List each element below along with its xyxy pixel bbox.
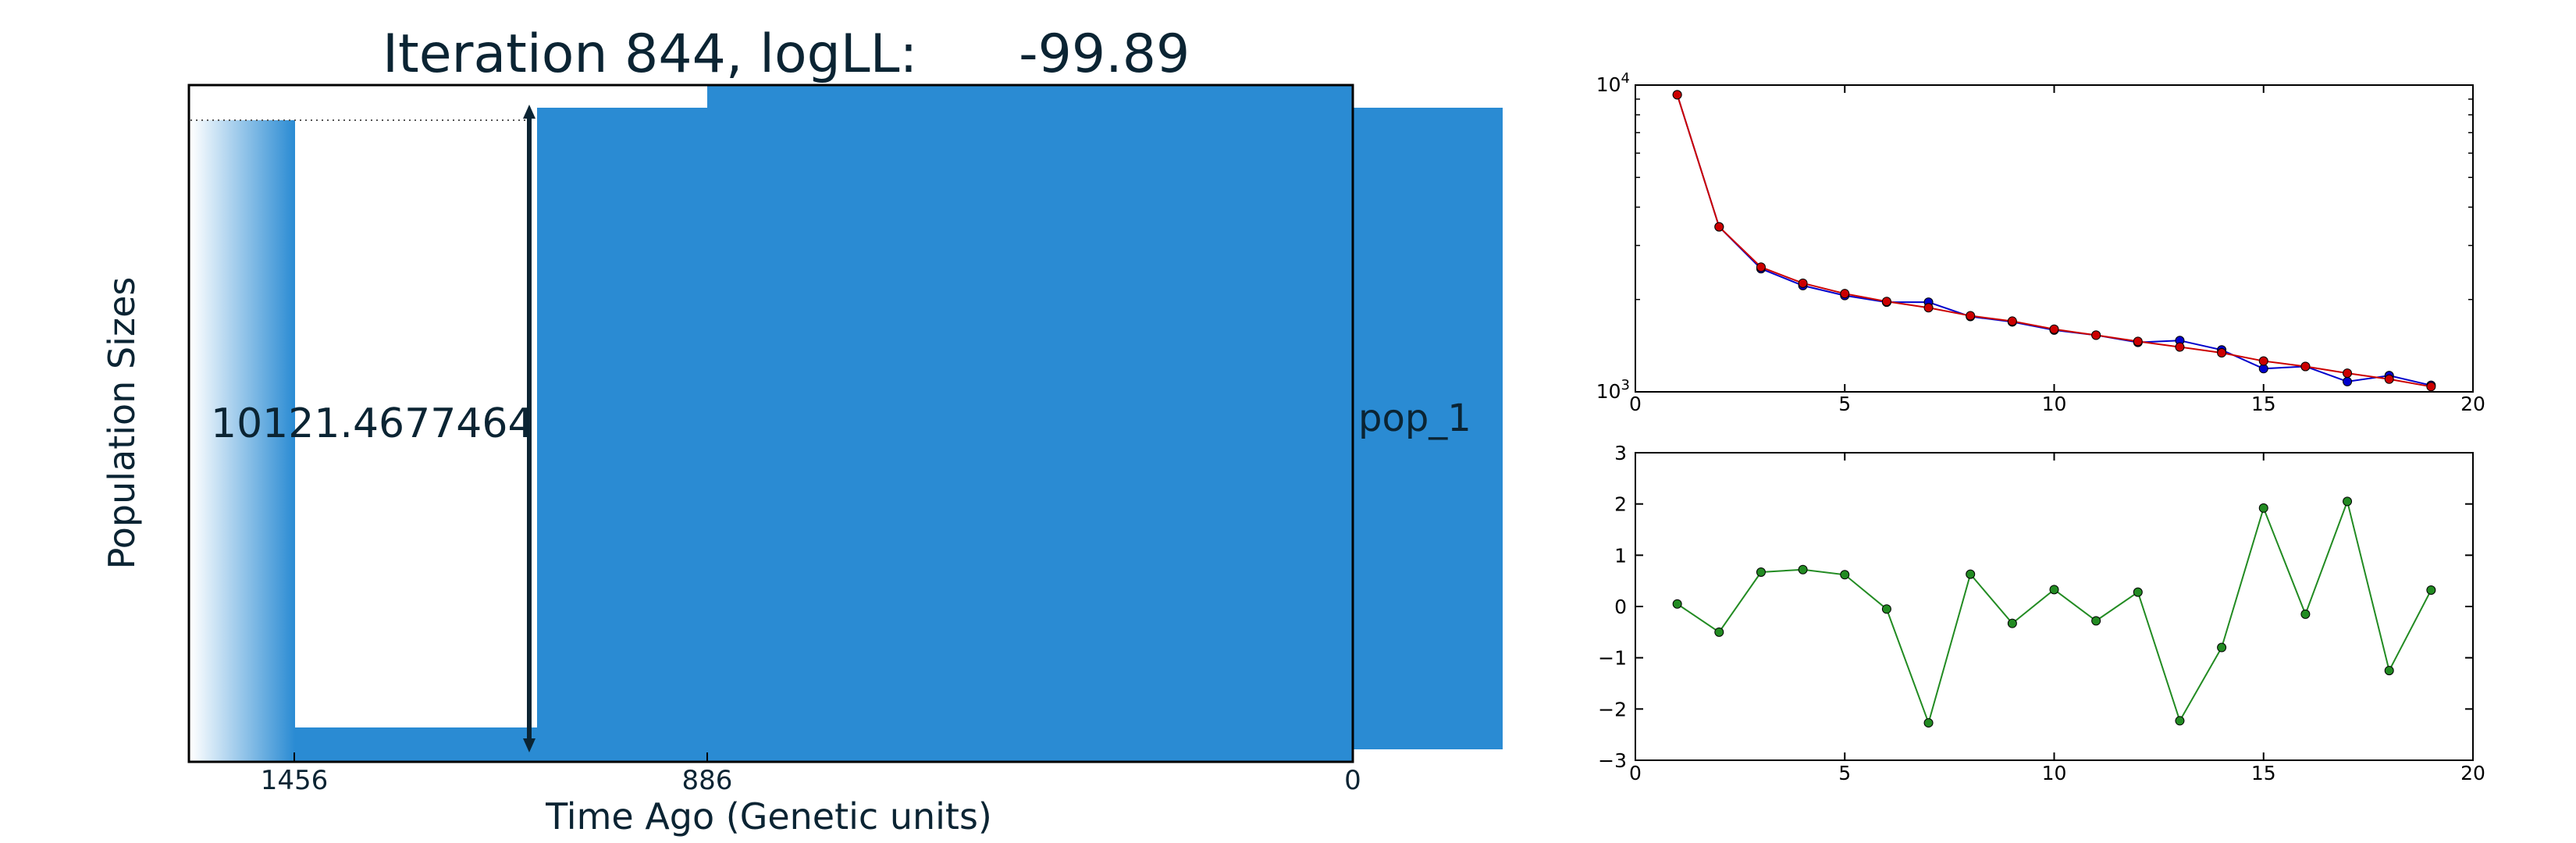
- data-point: [2300, 609, 2311, 619]
- x-tick-label: 15: [2251, 393, 2276, 415]
- data-point: [1881, 297, 1891, 307]
- data-point: [1966, 569, 1976, 579]
- x-tick-label: 5: [1838, 393, 1851, 415]
- data-point: [2258, 503, 2268, 513]
- data-point: [2175, 342, 2185, 352]
- data-point: [2343, 368, 2353, 379]
- data-point: [2049, 585, 2059, 595]
- y-tick-label: −2: [1598, 698, 1627, 720]
- data-point: [2426, 382, 2436, 392]
- y-tick-label: −1: [1598, 647, 1627, 670]
- demography-xlabel: Time Ago (Genetic units): [545, 795, 992, 838]
- present-population-block: [1353, 108, 1503, 749]
- y-tick-label: 0: [1614, 596, 1627, 618]
- population-step: [707, 85, 1353, 108]
- data-point: [1881, 604, 1891, 614]
- data-point: [2343, 376, 2353, 386]
- data-point: [2384, 374, 2394, 384]
- size-trace-axes-frame: [1635, 84, 2474, 393]
- series-line-0: [1677, 498, 2432, 726]
- x-tick-label: 0: [1344, 765, 1361, 796]
- demography-panel: 1456 886 0 Time Ago (Genetic units) Popu…: [101, 84, 1503, 838]
- data-point: [1672, 599, 1682, 609]
- y-tick-label: 103: [1596, 377, 1630, 403]
- y-tick-label: 2: [1614, 493, 1627, 516]
- data-point: [1966, 311, 1976, 321]
- ancestral-gradient-block: [190, 120, 295, 762]
- data-point: [2217, 642, 2227, 653]
- x-tick-label: 886: [682, 765, 733, 796]
- data-point: [2426, 585, 2436, 595]
- data-point: [2300, 361, 2311, 372]
- x-tick-label: 20: [2460, 393, 2485, 415]
- data-point: [2091, 330, 2101, 340]
- data-point: [1756, 567, 1766, 578]
- population-size-label: 10121.4677464: [211, 400, 534, 447]
- recent-population-block: [537, 108, 1353, 762]
- data-point: [2091, 616, 2101, 626]
- data-point: [1714, 222, 1724, 232]
- data-point: [1840, 289, 1850, 299]
- x-tick-label: 0: [1629, 762, 1642, 784]
- data-point: [2343, 496, 2353, 507]
- data-point: [2258, 356, 2268, 366]
- data-point: [1840, 570, 1850, 580]
- x-tick-label: 5: [1838, 762, 1851, 784]
- data-point: [1672, 90, 1682, 100]
- data-point: [1798, 564, 1808, 574]
- x-tick-label: 0: [1629, 393, 1642, 415]
- data-point: [1923, 303, 1934, 313]
- data-point: [2384, 666, 2394, 676]
- series-line-1: [1676, 94, 2432, 388]
- data-point: [2217, 348, 2227, 358]
- bottleneck-bar: [295, 727, 537, 762]
- size-arrow: [523, 105, 535, 752]
- x-tick-label: 15: [2251, 762, 2276, 784]
- data-point: [1714, 627, 1724, 637]
- data-point: [1756, 262, 1766, 272]
- data-point: [2049, 324, 2059, 334]
- size-trace-chart: 103 104 0 5 10 15 20: [1596, 70, 2485, 415]
- x-tick-label: 1456: [261, 765, 329, 796]
- x-tick-label: 20: [2460, 762, 2485, 784]
- x-tick-label: 10: [2042, 393, 2067, 415]
- series-line-0: [1676, 94, 2432, 386]
- y-tick-label: 104: [1596, 70, 1630, 96]
- y-tick-label: 1: [1614, 544, 1627, 567]
- y-tick-label: −3: [1598, 749, 1627, 772]
- demography-axes-frame: [187, 84, 1354, 763]
- data-point: [1798, 278, 1808, 288]
- demography-ylabel: Population Sizes: [101, 277, 143, 570]
- data-point: [2133, 336, 2143, 347]
- data-point: [1923, 718, 1934, 728]
- residual-trace-chart: 0 5 10 15 20 −3 −2 −1 0 1 2 3: [1598, 442, 2485, 784]
- data-point: [2007, 618, 2017, 628]
- x-tick-label: 10: [2042, 762, 2067, 784]
- data-point: [2175, 716, 2185, 726]
- data-point: [2133, 587, 2143, 597]
- y-tick-label: 3: [1614, 442, 1627, 464]
- population-name-label: pop_1: [1358, 397, 1471, 440]
- data-point: [2007, 316, 2017, 326]
- chart-title: Iteration 844, logLL: -99.89: [382, 23, 1190, 85]
